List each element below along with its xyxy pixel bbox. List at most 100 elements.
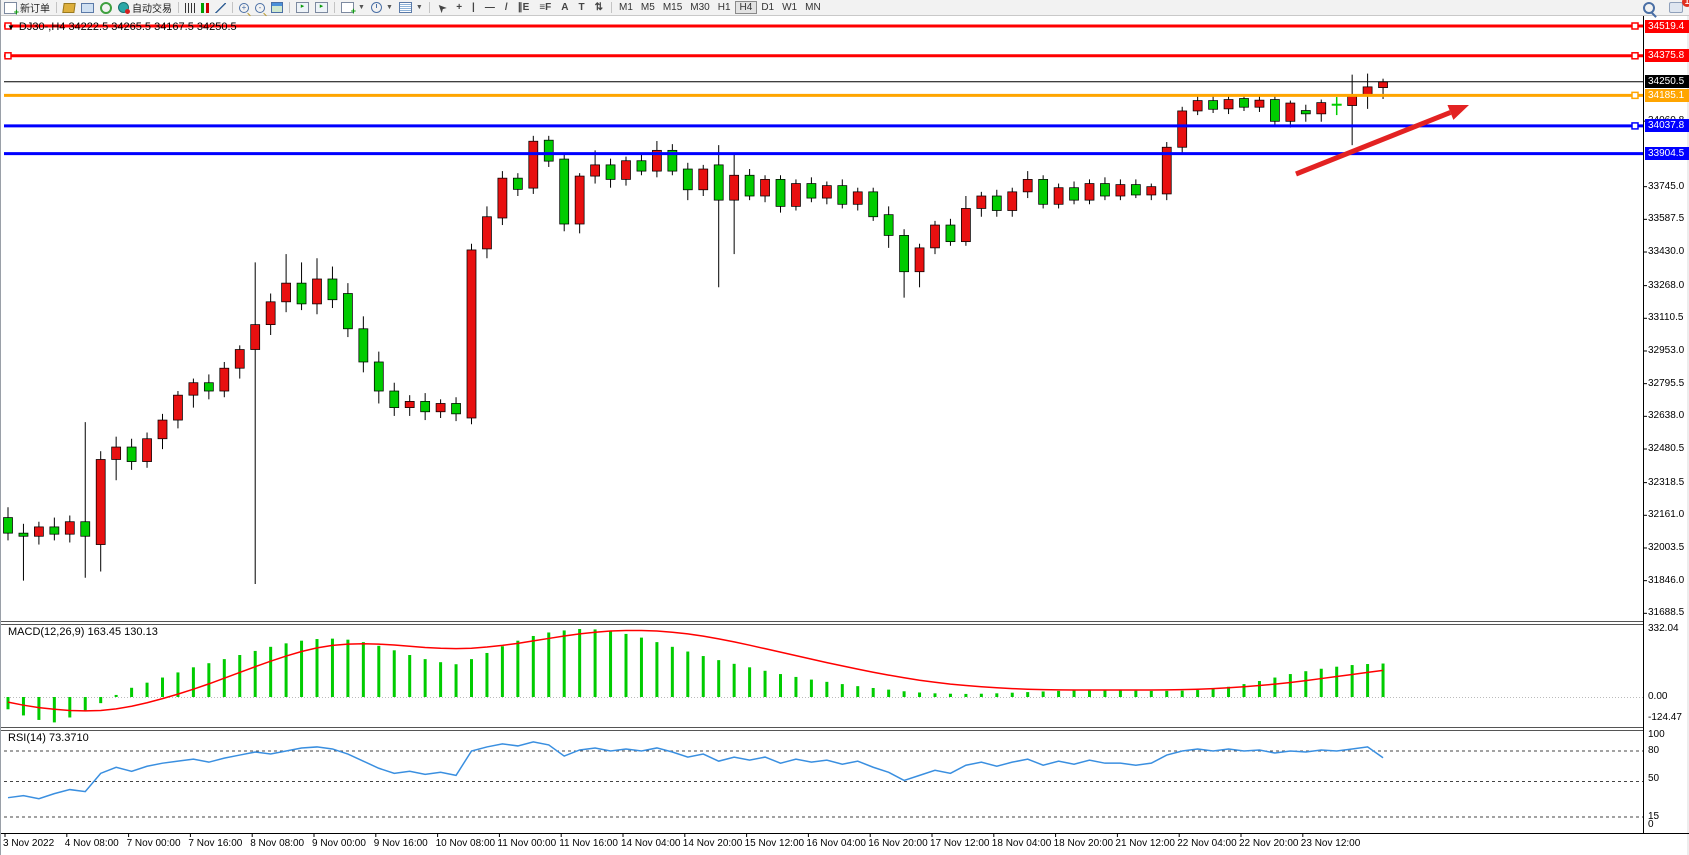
rsi-scale-label: 80 (1648, 745, 1660, 756)
new-order-label: 新订单 (20, 4, 50, 15)
price-tick-label: 32003.5 (1648, 541, 1685, 553)
rsi-scale-label: 100 (1648, 729, 1665, 740)
timeframe-mn[interactable]: MN (805, 2, 821, 13)
text-label-tool-icon: T (578, 2, 585, 13)
chart-shift-icon: ▸ (315, 2, 328, 13)
time-axis-label: 9 Nov 16:00 (373, 838, 428, 849)
timeframe-m30[interactable]: M30 (690, 2, 710, 13)
time-axis-label: 7 Nov 00:00 (126, 838, 181, 849)
auto-trading-button[interactable]: 自动交易 (115, 1, 175, 15)
tile-windows-button[interactable] (268, 1, 286, 14)
text-tool[interactable]: A (556, 1, 573, 14)
chevron-down-icon: ▼ (385, 4, 393, 11)
navigator-button[interactable] (78, 1, 97, 14)
auto-trading-icon (118, 2, 130, 14)
macd-indicator-label: MACD(12,26,9) 163.45 130.13 (8, 626, 158, 638)
auto-scroll-button[interactable]: ▸ (293, 1, 312, 14)
price-axis[interactable] (1643, 15, 1689, 833)
search-button[interactable] (1640, 1, 1658, 14)
timeframe-m5[interactable]: M5 (640, 2, 655, 13)
symbol-title: ▼ DJ30-,H4 34222.5 34265.5 34167.5 34250.… (7, 21, 237, 33)
toolbar-separator (611, 2, 612, 13)
time-axis-label: 4 Nov 08:00 (64, 838, 119, 849)
toolbar-separator (232, 2, 233, 13)
fibonacci-tool[interactable]: ≡F (534, 1, 556, 14)
crosshair-tool[interactable]: + (451, 1, 467, 14)
periods-button[interactable]: ▼ (368, 1, 396, 14)
price-tick-label: 33110.5 (1648, 312, 1684, 324)
macd-scale-label: 332.04 (1648, 623, 1679, 634)
price-tick-label: 32318.5 (1648, 476, 1685, 488)
rsi-scale-label: 15 (1648, 811, 1660, 822)
toolbar: 新订单 自动交易 + - ▸ ▸ ▼ ▼ ▼ ➤ + | — / ∥E ≡F AT ⇅ M1 M5… (1, 0, 1689, 17)
timeframe-m15[interactable]: M15 (662, 2, 683, 13)
new-chart-button[interactable]: ▼ (338, 1, 368, 16)
signals-button[interactable] (97, 1, 115, 14)
macd-scale-label: 0.00 (1648, 691, 1668, 702)
time-axis-label: 11 Nov 00:00 (497, 838, 557, 849)
channel-tool[interactable]: ∥E (513, 1, 535, 14)
bar-chart-button[interactable] (182, 1, 198, 14)
clock-icon (370, 2, 382, 13)
new-order-button[interactable]: 新订单 (1, 1, 53, 17)
timeframe-d1[interactable]: D1 (761, 2, 775, 13)
time-axis-label: 14 Nov 20:00 (682, 838, 743, 849)
price-line-label: 34037.8 (1645, 119, 1689, 133)
candlestick-chart-button[interactable] (198, 1, 212, 14)
price-tick-label: 32638.0 (1648, 410, 1685, 422)
toolbar-separator (428, 2, 430, 13)
notifications-button[interactable]: 1 (1666, 0, 1689, 14)
line-chart-button[interactable] (212, 1, 229, 14)
horizontal-line-tool-icon: — (484, 2, 495, 13)
symbol-dropdown-icon[interactable]: ▼ (7, 23, 15, 32)
price-line-label: 33904.5 (1645, 147, 1689, 161)
time-axis-label: 18 Nov 04:00 (991, 838, 1052, 849)
new-order-icon (4, 1, 19, 17)
time-axis-label: 16 Nov 04:00 (806, 838, 866, 849)
line-chart-icon (215, 2, 226, 13)
new-chart-icon (341, 2, 356, 16)
time-axis-label: 17 Nov 12:00 (930, 838, 990, 849)
rsi-indicator-label: RSI(14) 73.3710 (8, 732, 89, 744)
text-label-tool[interactable]: T (574, 1, 590, 14)
time-axis-label: 22 Nov 20:00 (1239, 838, 1299, 849)
chart-shift-button[interactable]: ▸ (312, 1, 331, 14)
toolbar-right-group: 1 (1640, 0, 1689, 14)
vertical-line-tool-icon: | (472, 2, 475, 13)
horizontal-line-tool[interactable]: — (480, 1, 500, 14)
time-axis-label: 18 Nov 20:00 (1053, 838, 1114, 849)
arrow-objects-tool[interactable]: ⇅ (590, 1, 608, 14)
navigator-icon (81, 2, 94, 13)
timeframe-w1[interactable]: W1 (782, 2, 798, 13)
arrow-objects-tool-icon: ⇅ (594, 2, 603, 13)
toolbar-separator (334, 2, 335, 13)
market-watch-icon (62, 2, 76, 13)
price-tick-label: 32161.0 (1648, 509, 1685, 521)
price-tick-label: 33745.0 (1648, 180, 1685, 192)
zoom-in-button[interactable]: + (236, 1, 252, 14)
macd-scale-label: -124.47 (1648, 712, 1682, 723)
market-watch-button[interactable] (60, 1, 78, 14)
notification-badge: 1 (1682, 0, 1689, 7)
time-axis-label: 8 Nov 08:00 (250, 838, 305, 849)
zoom-out-icon: - (255, 2, 265, 13)
templates-button[interactable]: ▼ (396, 1, 426, 14)
timeframe-h4[interactable]: H4 (734, 1, 758, 14)
zoom-out-button[interactable]: - (252, 1, 268, 14)
timeframe-m1[interactable]: M1 (619, 2, 633, 13)
price-tick-label: 32480.5 (1648, 443, 1685, 454)
search-icon (1643, 1, 1655, 14)
timeframe-group: M1 M5 M15 M30 H1 H4 D1 W1 MN (615, 1, 825, 14)
cursor-tool[interactable]: ➤ (433, 1, 451, 15)
time-axis-label: 14 Nov 04:00 (621, 838, 681, 849)
symbol-title-text: DJ30-,H4 34222.5 34265.5 34167.5 34250.5 (18, 21, 237, 33)
time-axis-label: 21 Nov 12:00 (1115, 838, 1175, 849)
trendline-tool[interactable]: / (500, 1, 513, 14)
vertical-line-tool[interactable]: | (467, 1, 480, 14)
price-tick-label: 33587.5 (1648, 213, 1685, 225)
text-tool-icon: A (561, 2, 569, 13)
timeframe-h1[interactable]: H1 (717, 2, 731, 13)
price-tick-label: 32795.5 (1648, 377, 1685, 389)
